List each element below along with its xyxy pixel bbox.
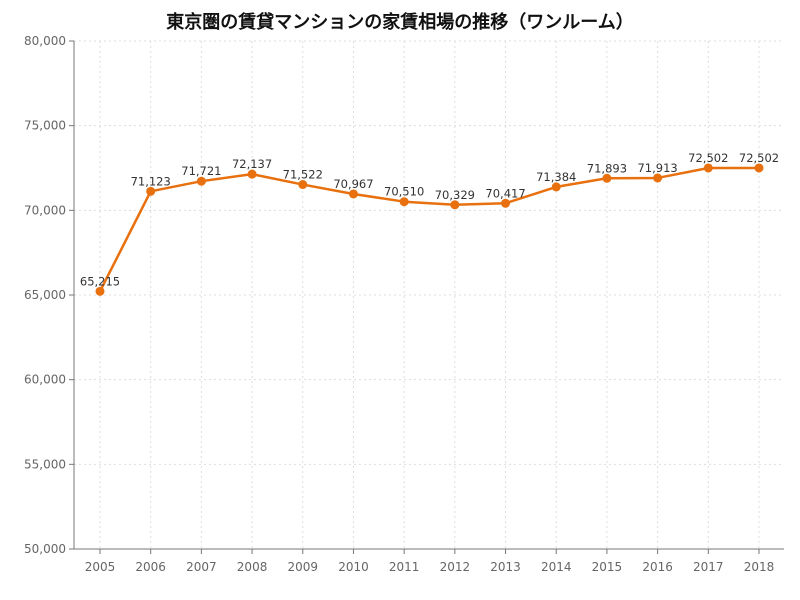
data-label: 71,123 bbox=[131, 174, 171, 188]
data-label: 72,137 bbox=[232, 157, 272, 171]
data-label: 71,384 bbox=[536, 170, 576, 184]
label-layer: 65,215 71,123 71,721 72,137 71,522 70,967 70,5… bbox=[80, 151, 779, 288]
data-label: 70,417 bbox=[485, 186, 525, 200]
x-tick-label: 2014 bbox=[541, 560, 572, 574]
data-point bbox=[247, 169, 257, 179]
x-tick-label: 2010 bbox=[338, 560, 369, 574]
x-tick-label: 2016 bbox=[642, 560, 673, 574]
x-tick-label: 2018 bbox=[744, 560, 775, 574]
axis-layer: 50,000 55,000 60,000 65,000 70,000 75,000 80,0… bbox=[24, 34, 784, 574]
data-label: 65,215 bbox=[80, 274, 120, 288]
data-point bbox=[703, 163, 713, 173]
x-tick-label: 2011 bbox=[389, 560, 420, 574]
data-point bbox=[602, 173, 612, 183]
x-tick-label: 2012 bbox=[440, 560, 471, 574]
data-point bbox=[298, 180, 308, 190]
data-label: 71,893 bbox=[587, 161, 627, 175]
y-tick-label: 80,000 bbox=[24, 34, 66, 48]
data-label: 72,502 bbox=[688, 151, 728, 165]
data-label: 70,329 bbox=[435, 188, 475, 202]
chart-title: 東京圏の賃貸マンションの家賃相場の推移（ワンルーム） bbox=[166, 12, 634, 33]
x-tick-label: 2008 bbox=[237, 560, 268, 574]
x-tick-label: 2013 bbox=[490, 560, 521, 574]
x-tick-label: 2009 bbox=[287, 560, 318, 574]
data-point bbox=[95, 286, 105, 296]
data-label: 71,913 bbox=[637, 161, 677, 175]
x-tick-label: 2006 bbox=[135, 560, 166, 574]
data-point bbox=[551, 182, 561, 192]
data-point bbox=[399, 197, 409, 207]
y-tick-label: 75,000 bbox=[24, 119, 66, 133]
data-point bbox=[653, 173, 663, 183]
data-point bbox=[450, 200, 460, 210]
data-point bbox=[501, 198, 511, 208]
data-label: 70,510 bbox=[384, 185, 424, 199]
data-point bbox=[146, 186, 156, 196]
y-tick-label: 65,000 bbox=[24, 288, 66, 302]
series-layer bbox=[95, 163, 764, 296]
y-tick-label: 70,000 bbox=[24, 203, 66, 217]
data-point bbox=[196, 176, 206, 186]
data-label: 70,967 bbox=[333, 177, 373, 191]
data-label: 71,721 bbox=[181, 164, 221, 178]
y-tick-label: 55,000 bbox=[24, 457, 66, 471]
x-tick-label: 2017 bbox=[693, 560, 724, 574]
x-tick-label: 2015 bbox=[592, 560, 623, 574]
x-tick-label: 2007 bbox=[186, 560, 217, 574]
data-label: 71,522 bbox=[283, 168, 323, 182]
series-line bbox=[98, 166, 759, 292]
data-point bbox=[754, 163, 764, 173]
x-tick-label: 2005 bbox=[85, 560, 116, 574]
data-label: 72,502 bbox=[739, 151, 779, 165]
y-tick-label: 60,000 bbox=[24, 373, 66, 387]
data-point bbox=[348, 189, 358, 199]
grid-layer bbox=[74, 40, 784, 549]
y-tick-label: 50,000 bbox=[24, 542, 66, 556]
